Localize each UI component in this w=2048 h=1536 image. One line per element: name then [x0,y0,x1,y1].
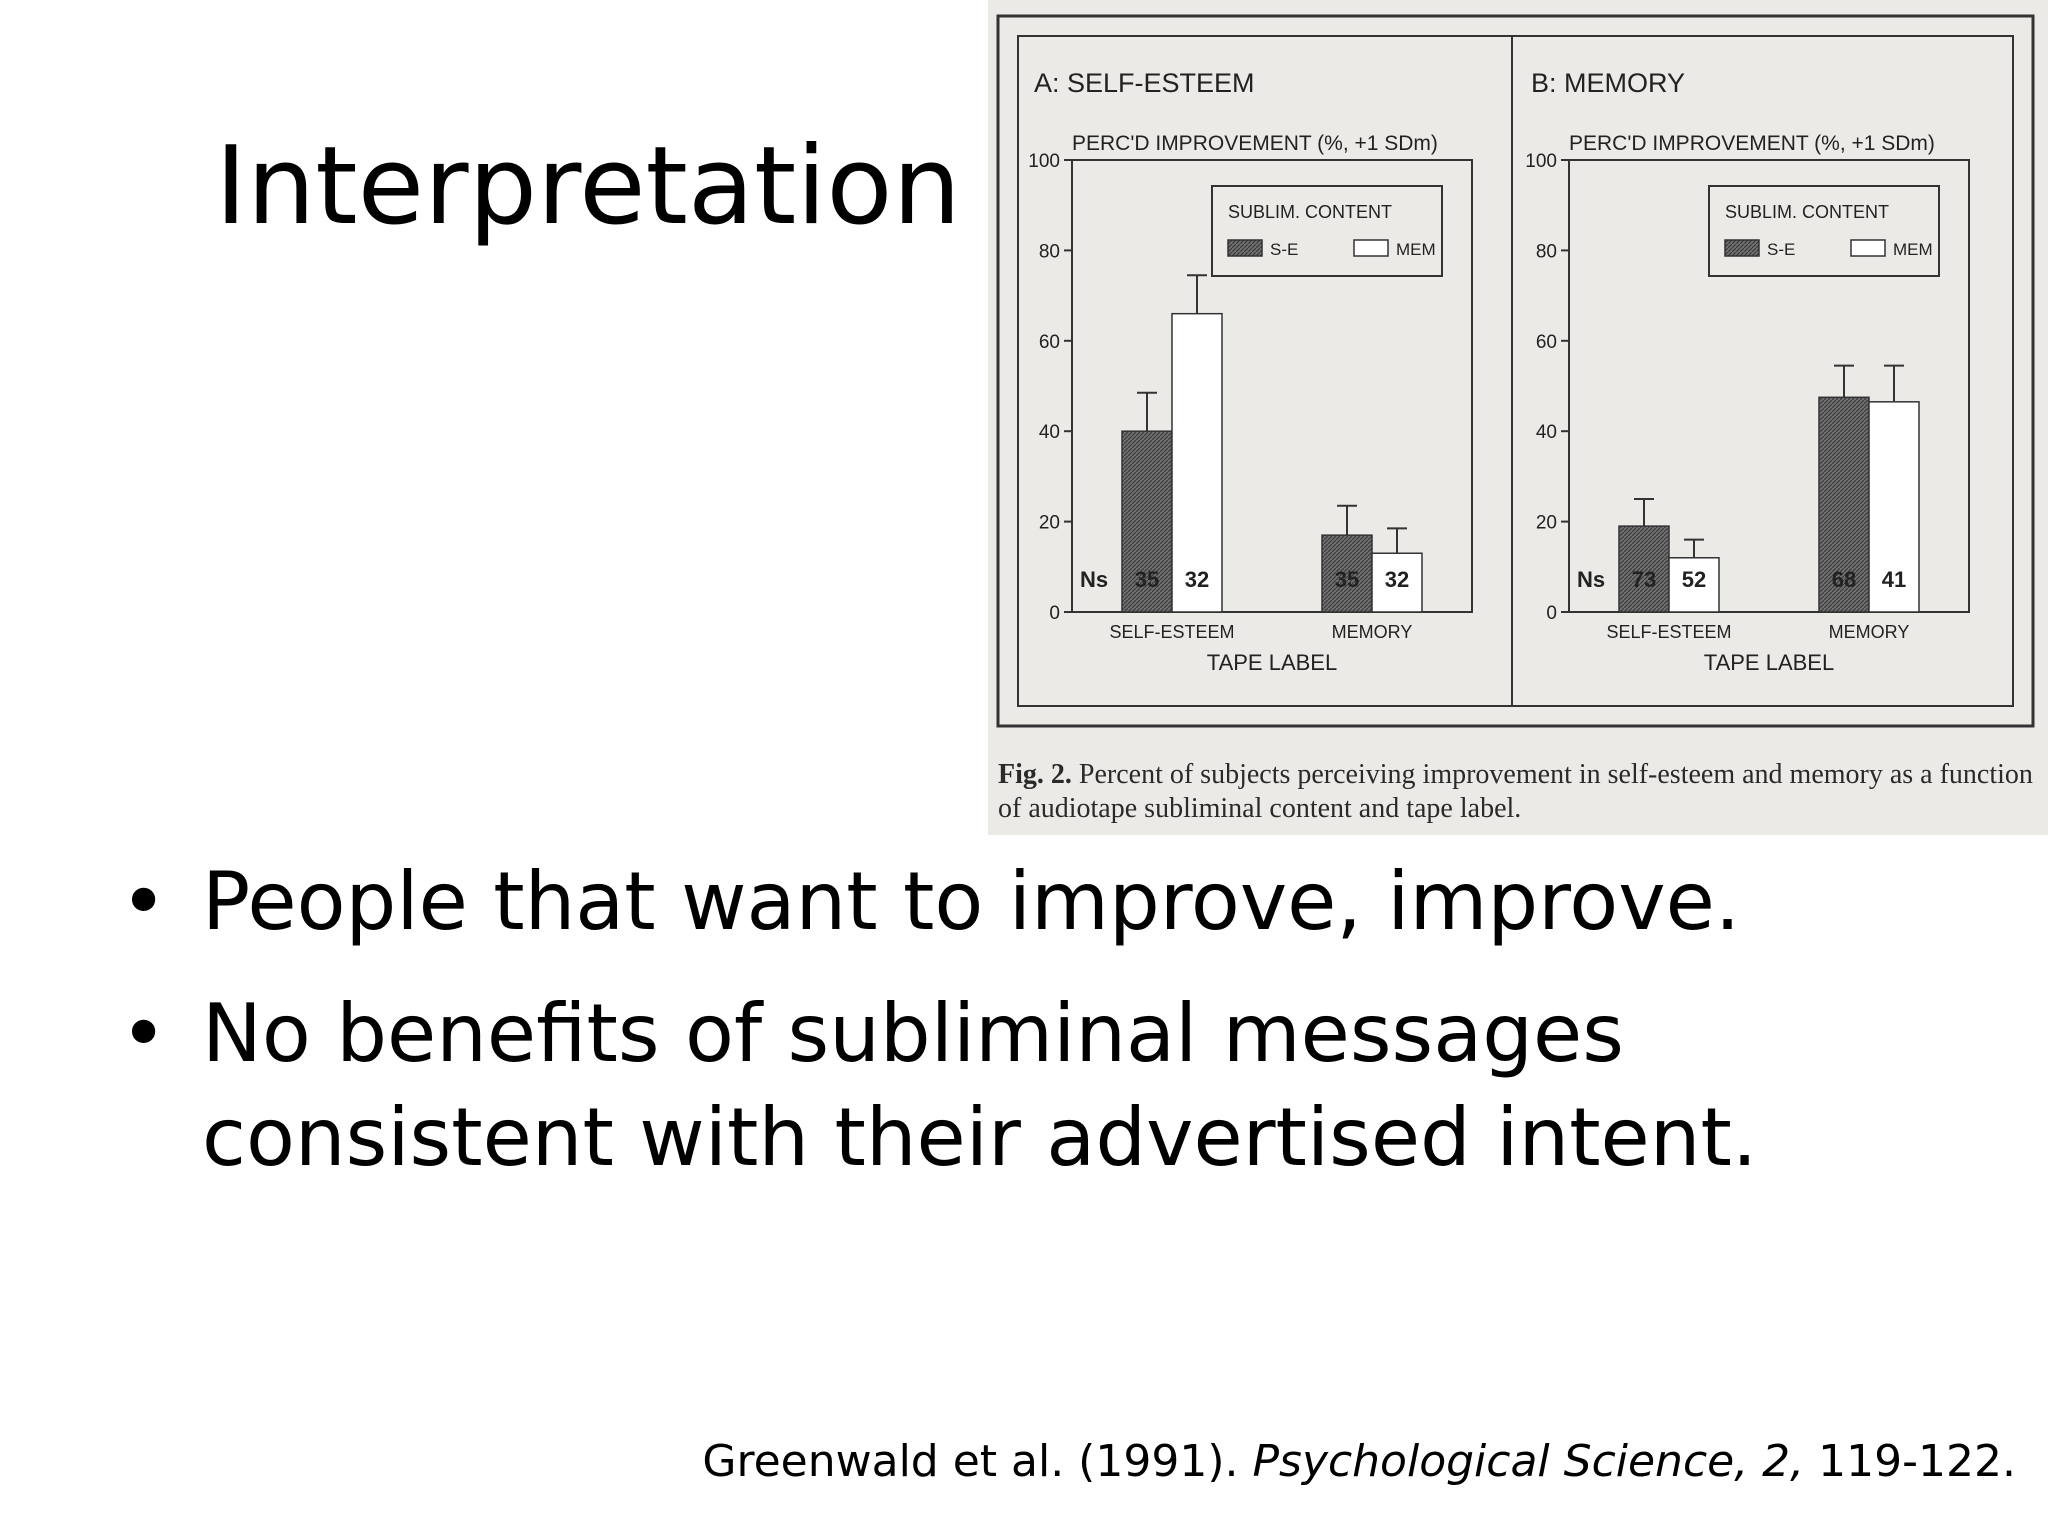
x-axis-label: TAPE LABEL [1704,650,1834,675]
bullet-list: • People that want to improve, improve. •… [120,850,1940,1218]
n-label: 68 [1832,567,1856,592]
bar [1818,396,1870,613]
figure-caption: Fig. 2. Percent of subjects perceiving i… [988,758,2048,826]
y-axis-label: PERC'D IMPROVEMENT (%, +1 SDm) [1569,132,1935,155]
caption-text: Percent of subjects perceiving improveme… [998,759,2033,824]
panel-title: B: MEMORY [1531,68,1685,98]
n-label: 35 [1135,567,1159,592]
y-tick-label: 60 [1039,332,1060,353]
figure-outer-frame [996,14,2035,728]
x-tick-label: SELF-ESTEEM [1109,622,1234,642]
y-tick-label: 100 [1028,151,1060,172]
plot-frame [1568,159,1970,613]
y-tick-label: 80 [1536,241,1557,262]
legend-swatch [1227,239,1263,257]
n-label: 41 [1882,567,1906,592]
bullet-dot-icon: • [120,855,168,948]
legend-box [1708,185,1940,277]
bar [1371,552,1423,613]
n-label: 35 [1335,567,1359,592]
bullet-item: • No benefits of subliminal messages cons… [120,982,1940,1190]
legend-title: SUBLIM. CONTENT [1725,202,1889,222]
ns-label: Ns [1080,567,1108,592]
citation-authors: Greenwald et al. (1991). [702,1436,1239,1487]
legend-swatch [1850,239,1886,257]
y-tick-label: 80 [1039,241,1060,262]
y-tick-label: 60 [1536,332,1557,353]
legend-entry: MEM [1396,240,1436,259]
y-tick-label: 40 [1039,422,1060,443]
y-tick-label: 20 [1536,513,1557,534]
x-tick-label: SELF-ESTEEM [1606,622,1731,642]
bullet-item: • People that want to improve, improve. [120,850,1940,954]
bar-chart-figure: A: SELF-ESTEEM PERC'D IMPROVEMENT (%, +1 … [996,14,2035,728]
y-tick-label: 100 [1525,151,1557,172]
slide-title: Interpretation [215,124,961,249]
legend-entry: MEM [1893,240,1933,259]
n-label: 73 [1632,567,1656,592]
citation-journal: Psychological Science, 2, [1252,1436,1805,1487]
figure-inner-frame [1017,35,2014,707]
bar [1668,557,1720,613]
n-label: 32 [1185,567,1209,592]
y-axis-label: PERC'D IMPROVEMENT (%, +1 SDm) [1072,132,1438,155]
citation: Greenwald et al. (1991). Psychological S… [702,1436,2016,1487]
bullet-text: People that want to improve, improve. [202,855,1741,948]
n-label: 32 [1385,567,1409,592]
x-axis-label: TAPE LABEL [1207,650,1337,675]
y-tick-label: 0 [1546,603,1557,624]
legend-swatch [1353,239,1389,257]
legend-entry: S-E [1767,240,1795,259]
n-label: 52 [1682,567,1706,592]
caption-label: Fig. 2. [998,759,1072,790]
panel-title: A: SELF-ESTEEM [1034,68,1255,98]
y-tick-label: 40 [1536,422,1557,443]
legend-box [1211,185,1443,277]
bar [1171,312,1223,613]
legend-title: SUBLIM. CONTENT [1228,202,1392,222]
legend-entry: S-E [1270,240,1298,259]
plot-frame [1071,159,1473,613]
bullet-text: No benefits of subliminal messages consi… [202,987,1758,1184]
citation-pages: 119-122. [1818,1436,2016,1487]
legend-swatch [1724,239,1760,257]
x-tick-label: MEMORY [1829,622,1910,642]
ns-label: Ns [1577,567,1605,592]
bullet-dot-icon: • [120,987,168,1080]
y-tick-label: 0 [1049,603,1060,624]
figure: A: SELF-ESTEEM PERC'D IMPROVEMENT (%, +1 … [988,0,2048,835]
x-tick-label: MEMORY [1332,622,1413,642]
y-tick-label: 20 [1039,513,1060,534]
bar [1868,401,1920,613]
